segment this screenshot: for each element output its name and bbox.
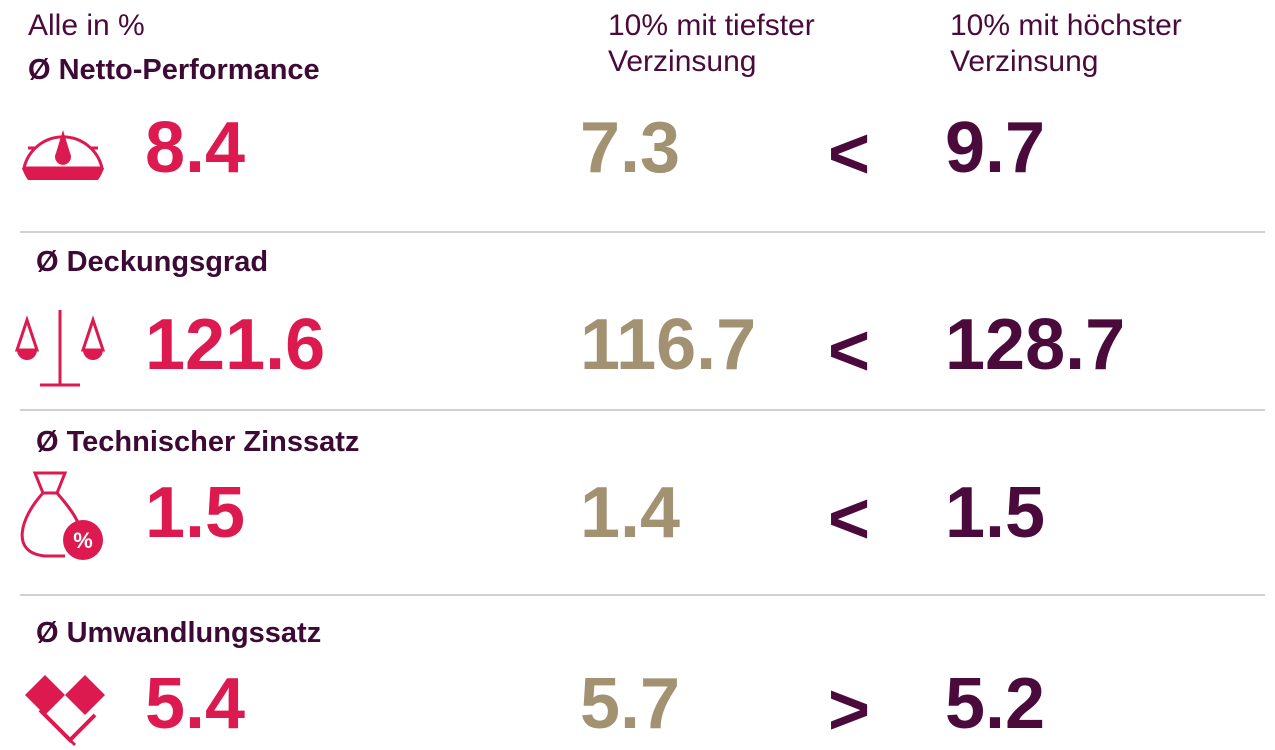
gauge-icon	[22, 130, 104, 180]
row-label: Ø Netto-Performance	[28, 54, 320, 86]
row-label: Ø Technischer Zinssatz	[36, 426, 360, 458]
value-low: 7.3	[580, 108, 681, 188]
value-high: 5.2	[945, 664, 1046, 744]
value-all: 8.4	[145, 108, 246, 188]
divider	[20, 231, 1265, 233]
svg-text:%: %	[73, 528, 93, 553]
comparison: <	[828, 114, 871, 194]
row-label: Ø Deckungsgrad	[36, 246, 269, 278]
value-high: 9.7	[945, 108, 1046, 188]
value-all: 5.4	[145, 664, 246, 744]
value-all: 121.6	[145, 305, 326, 385]
value-all: 1.5	[145, 473, 246, 553]
low-header: 10% mit tiefster Verzinsung	[608, 9, 815, 78]
comparison: >	[828, 670, 871, 750]
high-header: 10% mit höchster Verzinsung	[950, 9, 1182, 78]
value-low: 1.4	[580, 473, 681, 553]
value-high: 1.5	[945, 473, 1046, 553]
value-low: 5.7	[580, 664, 681, 744]
scale-icon	[15, 310, 105, 387]
comparison: <	[828, 479, 871, 559]
divider	[20, 594, 1265, 596]
scope-label: Alle in %	[28, 9, 145, 42]
moneybag-icon: %	[20, 471, 103, 560]
value-high: 128.7	[945, 305, 1126, 385]
row-label: Ø Umwandlungssatz	[36, 617, 322, 649]
divider	[20, 409, 1265, 411]
handshake-icon	[25, 675, 105, 747]
comparison: <	[828, 311, 871, 391]
value-low: 116.7	[580, 305, 757, 385]
